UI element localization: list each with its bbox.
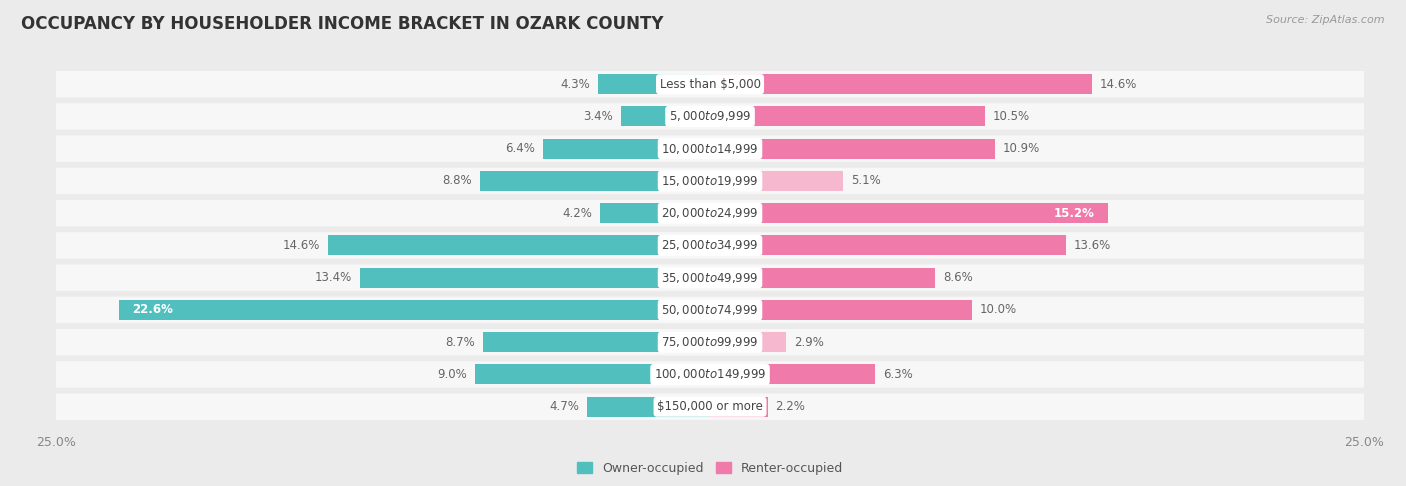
Text: $150,000 or more: $150,000 or more: [657, 400, 763, 413]
Bar: [600, 203, 710, 223]
FancyBboxPatch shape: [55, 297, 1365, 323]
Text: $50,000 to $74,999: $50,000 to $74,999: [661, 303, 759, 317]
Bar: [621, 106, 710, 126]
Text: $5,000 to $9,999: $5,000 to $9,999: [669, 109, 751, 123]
Text: 14.6%: 14.6%: [283, 239, 321, 252]
Text: 4.7%: 4.7%: [550, 400, 579, 413]
Bar: [710, 235, 1066, 256]
Text: 2.2%: 2.2%: [776, 400, 806, 413]
Text: 6.4%: 6.4%: [505, 142, 534, 155]
Text: 6.3%: 6.3%: [883, 368, 912, 381]
FancyBboxPatch shape: [55, 71, 1365, 97]
Bar: [710, 300, 972, 320]
Bar: [710, 397, 768, 417]
Bar: [710, 74, 1092, 94]
Text: 3.4%: 3.4%: [583, 110, 613, 123]
FancyBboxPatch shape: [55, 329, 1365, 355]
Text: 8.8%: 8.8%: [443, 174, 472, 188]
Bar: [710, 171, 844, 191]
Text: $10,000 to $14,999: $10,000 to $14,999: [661, 141, 759, 156]
Text: 10.5%: 10.5%: [993, 110, 1029, 123]
Text: 13.6%: 13.6%: [1074, 239, 1111, 252]
FancyBboxPatch shape: [55, 168, 1365, 194]
Text: 9.0%: 9.0%: [437, 368, 467, 381]
FancyBboxPatch shape: [55, 394, 1365, 420]
Text: 13.4%: 13.4%: [315, 271, 352, 284]
Text: $75,000 to $99,999: $75,000 to $99,999: [661, 335, 759, 349]
Text: 10.0%: 10.0%: [980, 303, 1017, 316]
Text: Source: ZipAtlas.com: Source: ZipAtlas.com: [1267, 15, 1385, 25]
Bar: [479, 171, 710, 191]
Text: $20,000 to $24,999: $20,000 to $24,999: [661, 206, 759, 220]
Legend: Owner-occupied, Renter-occupied: Owner-occupied, Renter-occupied: [572, 457, 848, 480]
Text: 4.2%: 4.2%: [562, 207, 592, 220]
Bar: [710, 106, 984, 126]
Bar: [710, 203, 1108, 223]
Bar: [588, 397, 710, 417]
Bar: [360, 268, 710, 288]
Text: $100,000 to $149,999: $100,000 to $149,999: [654, 367, 766, 382]
Text: $35,000 to $49,999: $35,000 to $49,999: [661, 271, 759, 285]
Text: Less than $5,000: Less than $5,000: [659, 78, 761, 91]
Text: $25,000 to $34,999: $25,000 to $34,999: [661, 239, 759, 252]
Text: 22.6%: 22.6%: [132, 303, 173, 316]
Bar: [710, 332, 786, 352]
Text: 10.9%: 10.9%: [1002, 142, 1040, 155]
Bar: [710, 139, 995, 158]
FancyBboxPatch shape: [55, 232, 1365, 259]
FancyBboxPatch shape: [55, 264, 1365, 291]
Text: 8.6%: 8.6%: [943, 271, 973, 284]
Text: 2.9%: 2.9%: [794, 336, 824, 348]
FancyBboxPatch shape: [55, 200, 1365, 226]
Bar: [710, 364, 875, 384]
Bar: [328, 235, 710, 256]
FancyBboxPatch shape: [55, 103, 1365, 130]
Text: $15,000 to $19,999: $15,000 to $19,999: [661, 174, 759, 188]
Text: 5.1%: 5.1%: [851, 174, 882, 188]
Bar: [475, 364, 710, 384]
Text: 14.6%: 14.6%: [1099, 78, 1137, 91]
FancyBboxPatch shape: [55, 361, 1365, 388]
Bar: [598, 74, 710, 94]
Bar: [482, 332, 710, 352]
Text: OCCUPANCY BY HOUSEHOLDER INCOME BRACKET IN OZARK COUNTY: OCCUPANCY BY HOUSEHOLDER INCOME BRACKET …: [21, 15, 664, 33]
Text: 8.7%: 8.7%: [444, 336, 475, 348]
Text: 15.2%: 15.2%: [1053, 207, 1094, 220]
FancyBboxPatch shape: [55, 136, 1365, 162]
Bar: [120, 300, 710, 320]
Text: 4.3%: 4.3%: [560, 78, 589, 91]
Bar: [710, 268, 935, 288]
Bar: [543, 139, 710, 158]
